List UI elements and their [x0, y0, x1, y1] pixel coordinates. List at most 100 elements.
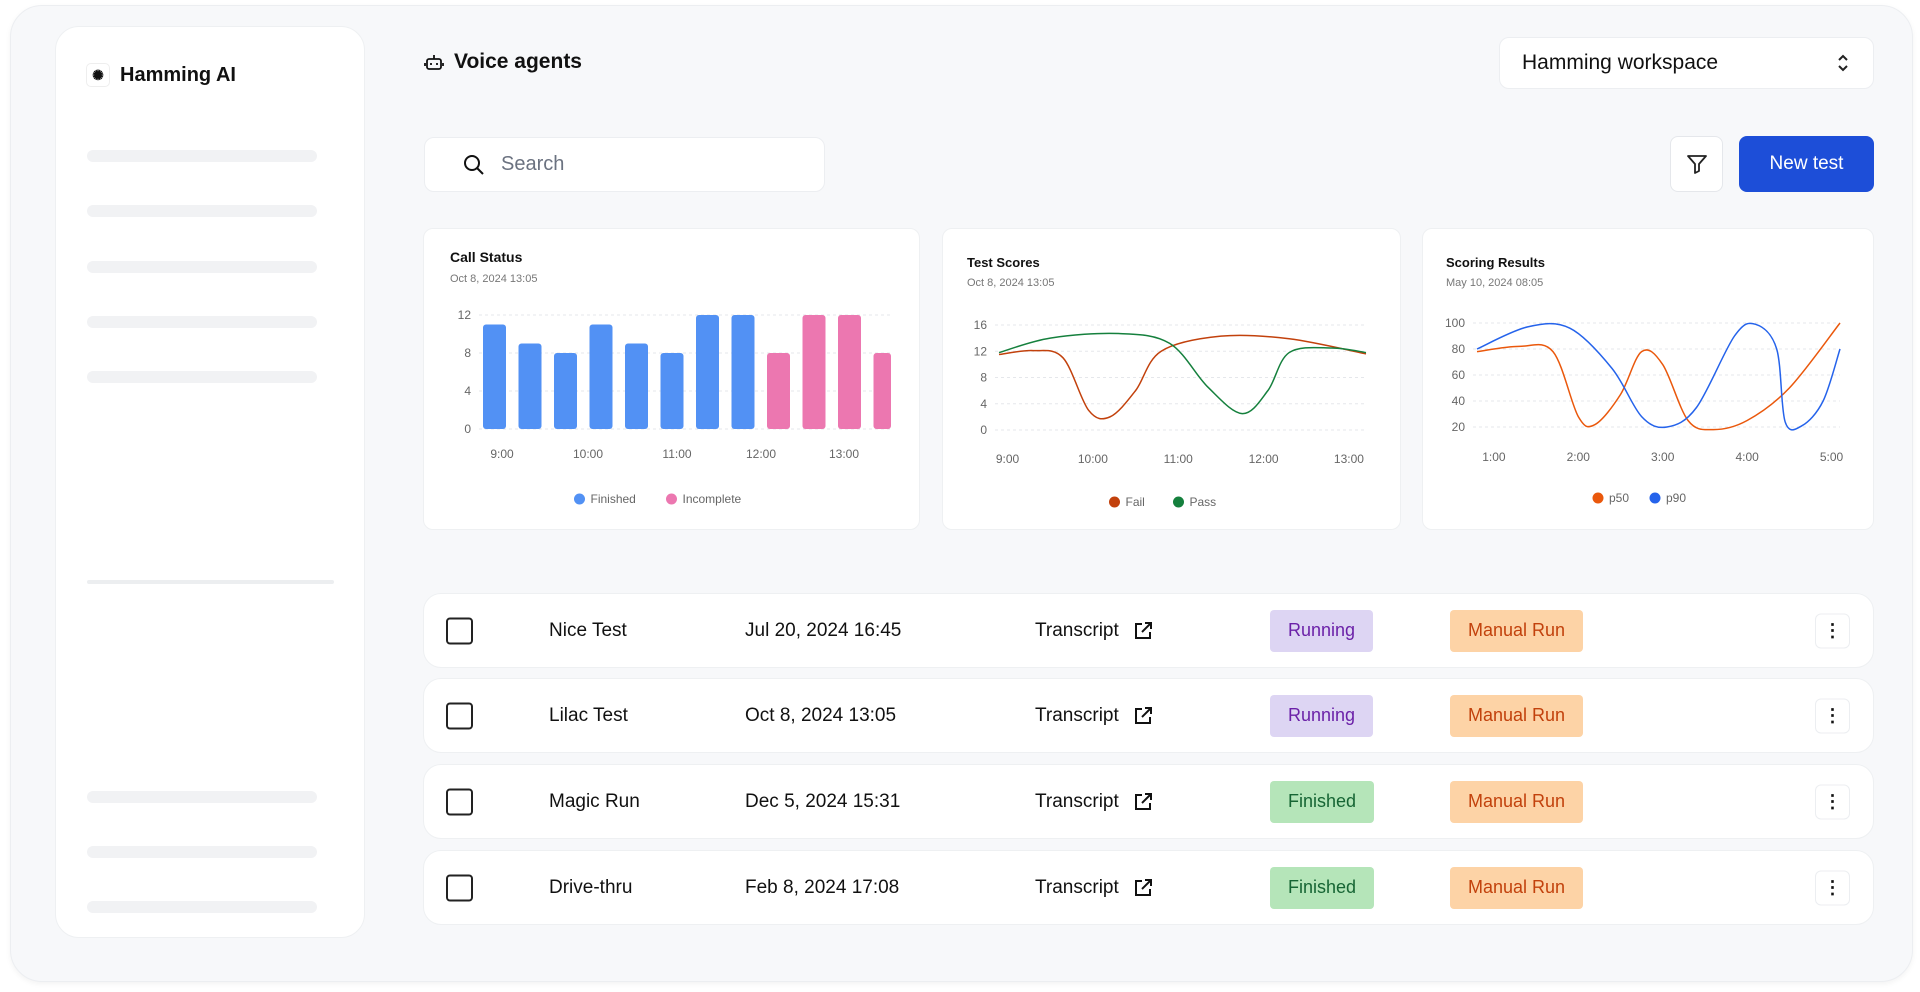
sidebar-item-placeholder[interactable]: [87, 316, 317, 328]
x-tick-label: 11:00: [1164, 452, 1193, 466]
legend-label: Fail: [1126, 495, 1145, 509]
chart-subtitle: Oct 8, 2024 13:05: [450, 273, 538, 285]
more-options-button[interactable]: ⋮: [1815, 613, 1850, 648]
transcript-label: Transcript: [1035, 704, 1119, 726]
sidebar-item-placeholder[interactable]: [87, 261, 317, 273]
y-tick-label: 60: [1452, 368, 1466, 382]
chart-subtitle: May 10, 2024 08:05: [1446, 277, 1544, 289]
page-title: Voice agents: [424, 50, 582, 74]
page-title-text: Voice agents: [454, 50, 582, 73]
more-options-button[interactable]: ⋮: [1815, 870, 1850, 905]
row-checkbox[interactable]: [446, 788, 473, 815]
search-input[interactable]: Search: [424, 137, 825, 192]
bar-finished: [518, 343, 542, 429]
chart-subtitle: Oct 8, 2024 13:05: [967, 277, 1055, 289]
transcript-link[interactable]: Transcript: [1035, 705, 1153, 727]
x-tick-label: 9:00: [996, 452, 1020, 466]
sidebar-item-placeholder[interactable]: [87, 846, 317, 858]
x-tick-label: 4:00: [1735, 450, 1759, 464]
row-checkbox[interactable]: [446, 617, 473, 644]
external-link-icon: [1134, 706, 1152, 724]
x-tick-label: 5:00: [1820, 450, 1844, 464]
test-date: Dec 5, 2024 15:31: [745, 790, 901, 812]
test-scores-card: Test Scores Oct 8, 2024 13:05 0 4 8 12 16 9:0…: [942, 228, 1401, 530]
sidebar-item-placeholder[interactable]: [87, 150, 317, 162]
sidebar: ✺ Hamming AI: [55, 26, 365, 938]
bar-finished: [731, 315, 755, 429]
sidebar-divider: [87, 580, 334, 584]
bar-finished: [554, 353, 577, 429]
x-tick-label: 13:00: [829, 447, 859, 461]
external-link-icon: [1134, 792, 1152, 810]
external-link-icon: [1134, 621, 1152, 639]
y-tick-label: 12: [974, 344, 988, 358]
legend-swatch: [574, 493, 585, 505]
legend-label: Finished: [591, 492, 636, 506]
more-options-button[interactable]: ⋮: [1815, 784, 1850, 819]
x-tick-label: 11:00: [662, 447, 691, 461]
y-tick-label: 0: [980, 423, 987, 437]
filter-icon: [1686, 155, 1707, 174]
transcript-link[interactable]: Transcript: [1035, 791, 1153, 813]
workspace-name: Hamming workspace: [1522, 51, 1719, 74]
test-name: Drive-thru: [549, 876, 633, 898]
robot-icon: [424, 55, 444, 70]
run-type-badge: Manual Run: [1450, 694, 1583, 737]
more-options-button[interactable]: ⋮: [1815, 698, 1850, 733]
run-type-badge: Manual Run: [1450, 866, 1583, 909]
table-row[interactable]: Nice Test Jul 20, 2024 16:45 Transcript …: [423, 593, 1874, 668]
legend-label: p90: [1666, 491, 1686, 505]
bar-finished: [660, 353, 684, 429]
external-link-icon: [1134, 878, 1152, 896]
run-type-badge: Manual Run: [1450, 780, 1583, 823]
filter-button[interactable]: [1670, 136, 1723, 192]
line-fail: [998, 334, 1367, 420]
test-scores-chart: 0 4 8 12 16 9:00 10:00 11:00 12:00 13:00 Fail Pass: [974, 318, 1367, 509]
x-tick-label: 12:00: [1249, 452, 1279, 466]
x-tick-label: 1:00: [1482, 450, 1506, 464]
call-status-card: Call Status Oct 8, 2024 13:05 0 4 8 12 9:00 1…: [423, 228, 920, 530]
y-tick-label: 20: [1452, 420, 1466, 434]
sidebar-item-placeholder[interactable]: [87, 205, 317, 217]
x-tick-label: 10:00: [1078, 452, 1108, 466]
y-tick-label: 100: [1445, 316, 1465, 330]
y-tick-label: 8: [980, 371, 987, 385]
bar-incomplete: [873, 353, 891, 429]
transcript-link[interactable]: Transcript: [1035, 877, 1153, 899]
row-checkbox[interactable]: [446, 702, 473, 729]
scoring-results-card: Scoring Results May 10, 2024 08:05 20 40 6…: [1422, 228, 1874, 530]
legend-label: Incomplete: [683, 492, 742, 506]
y-tick-label: 8: [464, 346, 471, 360]
transcript-label: Transcript: [1035, 790, 1119, 812]
line-p50: [1476, 322, 1841, 431]
status-badge: Finished: [1270, 866, 1374, 909]
line-pass: [998, 332, 1367, 415]
y-tick-label: 12: [458, 308, 472, 322]
workspace-select[interactable]: Hamming workspace: [1499, 37, 1874, 89]
y-tick-label: 80: [1452, 342, 1466, 356]
table-row[interactable]: Lilac Test Oct 8, 2024 13:05 Transcript …: [423, 678, 1874, 753]
search-placeholder: Search: [501, 153, 565, 175]
sidebar-item-placeholder[interactable]: [87, 371, 317, 383]
sidebar-item-placeholder[interactable]: [87, 901, 317, 913]
status-badge: Running: [1270, 609, 1373, 652]
x-tick-label: 2:00: [1567, 450, 1591, 464]
transcript-link[interactable]: Transcript: [1035, 620, 1153, 642]
bar-finished: [589, 324, 613, 429]
test-date: Oct 8, 2024 13:05: [745, 704, 897, 726]
test-date: Jul 20, 2024 16:45: [745, 619, 902, 641]
new-test-button[interactable]: New test: [1739, 136, 1874, 192]
transcript-label: Transcript: [1035, 876, 1119, 898]
y-tick-label: 4: [464, 384, 471, 398]
table-row[interactable]: Magic Run Dec 5, 2024 15:31 Transcript F…: [423, 764, 1874, 839]
row-checkbox[interactable]: [446, 874, 473, 901]
brand[interactable]: ✺ Hamming AI: [86, 63, 236, 87]
table-row[interactable]: Drive-thru Feb 8, 2024 17:08 Transcript …: [423, 850, 1874, 925]
test-name: Lilac Test: [549, 704, 628, 726]
legend-swatch: [666, 493, 677, 505]
x-tick-label: 3:00: [1651, 450, 1675, 464]
legend-swatch: [1109, 496, 1120, 508]
y-tick-label: 0: [464, 422, 471, 436]
line-p90: [1476, 322, 1841, 431]
sidebar-item-placeholder[interactable]: [87, 791, 317, 803]
